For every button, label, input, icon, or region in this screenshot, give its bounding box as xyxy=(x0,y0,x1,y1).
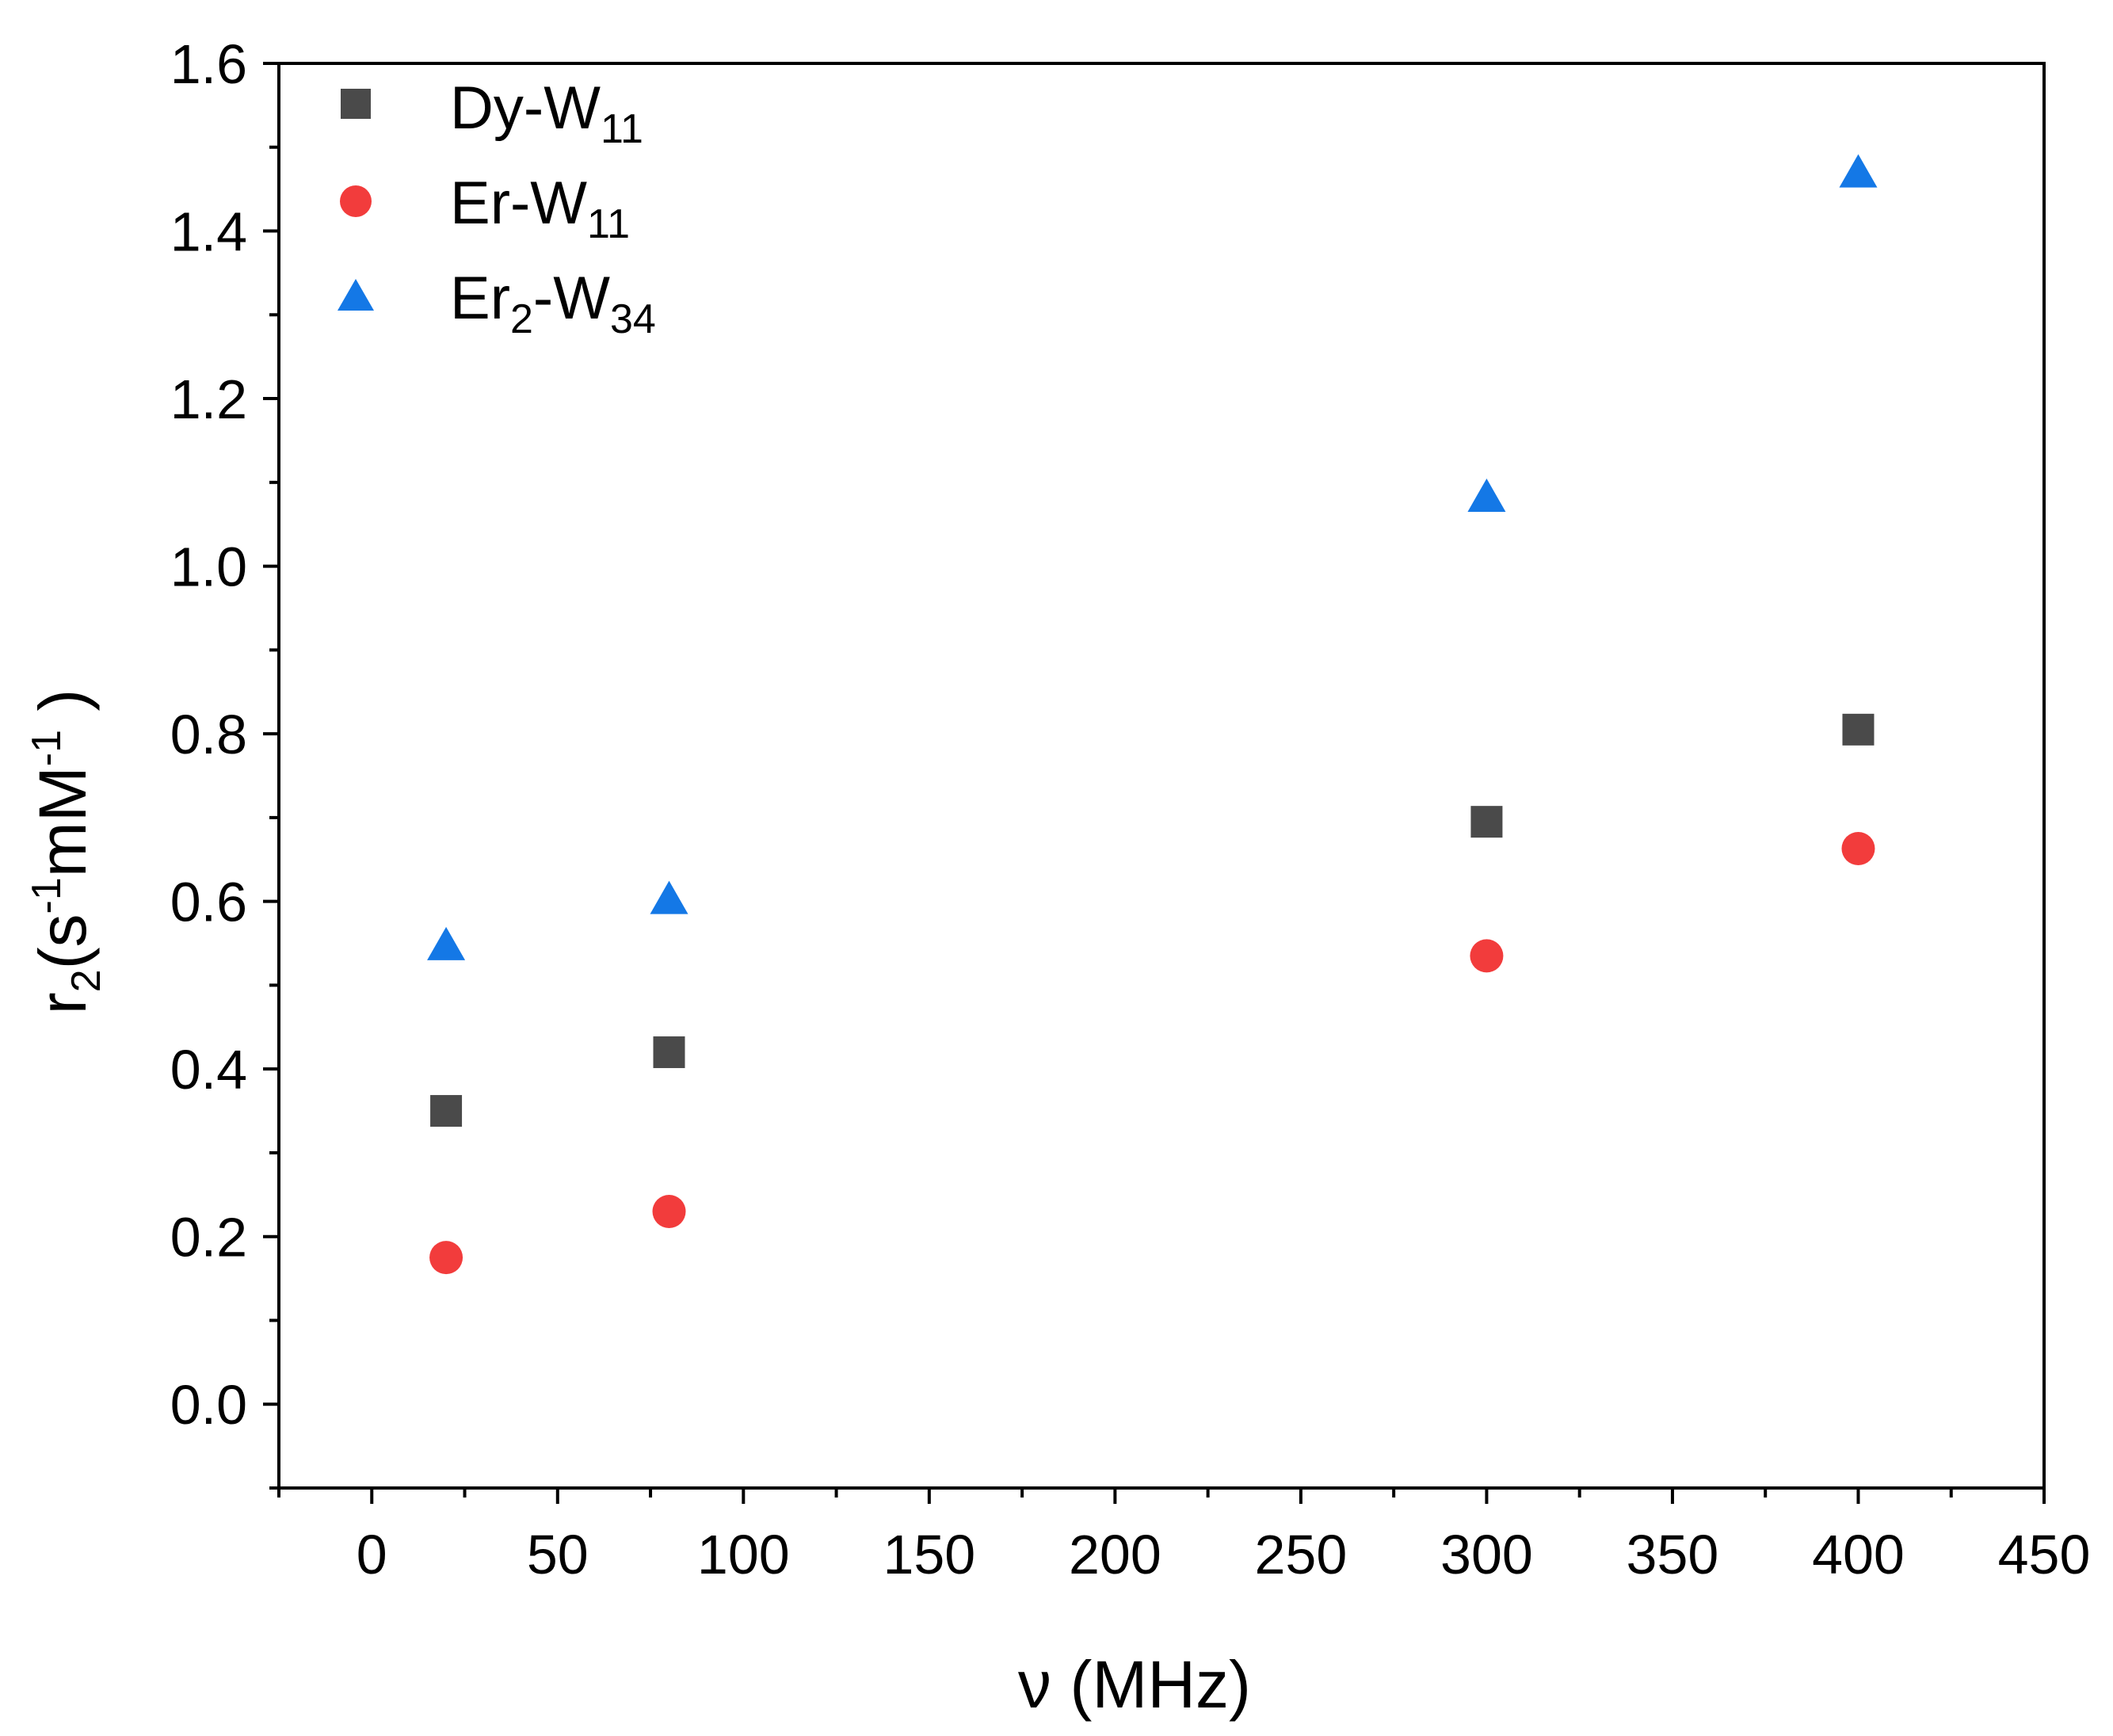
point-dy-w11 xyxy=(653,1036,685,1069)
point-er-w11 xyxy=(652,1194,686,1228)
x-tick-label: 250 xyxy=(1254,1524,1347,1585)
point-dy-w11 xyxy=(1470,806,1503,838)
y-axis-title-part-b: mM xyxy=(25,766,100,877)
plot-frame xyxy=(277,62,2046,1490)
y-tick-label: 0.0 xyxy=(170,1374,247,1436)
y-tick-label: 0.4 xyxy=(170,1039,247,1101)
y-tick-label: 1.0 xyxy=(170,536,247,598)
tick-labels: 0 50 100 150 200 250 300 350 400 450 0.0 0.2 0.4 0.6 0… xyxy=(170,33,2091,1585)
legend-label-dy-w11: Dy-W11 xyxy=(450,74,643,152)
point-er2-w34 xyxy=(650,880,688,914)
y-axis-title-sub: 2 xyxy=(63,969,109,992)
point-er-w11 xyxy=(429,1241,463,1275)
x-tick-label: 50 xyxy=(527,1524,589,1585)
x-tick-label: 150 xyxy=(883,1524,975,1585)
point-er2-w34 xyxy=(1467,478,1506,512)
point-dy-w11 xyxy=(1842,713,1875,746)
tick-marks xyxy=(263,62,2046,1504)
legend-label-er-w11: Er-W11 xyxy=(450,170,630,247)
y-tick-label: 1.2 xyxy=(170,368,247,430)
x-tick-label: 350 xyxy=(1627,1524,1719,1585)
y-tick-label: 1.4 xyxy=(170,201,247,263)
legend: Dy-W11 Er-W11 Er2-W34 xyxy=(338,74,656,342)
data-points xyxy=(427,154,1878,1275)
y-tick-label: 0.8 xyxy=(170,704,247,765)
point-er-w11 xyxy=(1841,832,1875,866)
y-tick-label: 0.6 xyxy=(170,872,247,933)
x-tick-label: 100 xyxy=(697,1524,790,1585)
point-er2-w34 xyxy=(427,926,466,960)
x-tick-label: 400 xyxy=(1812,1524,1905,1585)
x-tick-label: 0 xyxy=(357,1524,387,1585)
y-axis-title: r2(s-1mM-1 ) xyxy=(24,689,109,1015)
legend-marker-er2-w34 xyxy=(338,279,374,311)
y-axis-title-sup-b: -1 xyxy=(24,730,70,766)
x-tick-label: 300 xyxy=(1440,1524,1533,1585)
x-tick-label: 450 xyxy=(1998,1524,2091,1585)
y-axis-title-sup-a: -1 xyxy=(24,877,70,914)
x-tick-label: 200 xyxy=(1069,1524,1161,1585)
y-tick-label: 0.2 xyxy=(170,1207,247,1269)
point-er-w11 xyxy=(1470,939,1504,973)
point-dy-w11 xyxy=(430,1095,463,1127)
y-tick-label: 1.6 xyxy=(170,33,247,95)
legend-marker-dy-w11 xyxy=(341,89,371,119)
y-axis-title-base: r xyxy=(25,992,100,1014)
axes xyxy=(277,62,2046,1490)
point-er2-w34 xyxy=(1839,154,1878,188)
legend-marker-er-w11 xyxy=(340,185,372,217)
x-axis-title: ν (MHz) xyxy=(1018,1647,1251,1722)
y-axis-title-close: ) xyxy=(25,689,100,730)
legend-label-er2-w34: Er2-W34 xyxy=(450,265,656,342)
y-axis-title-part-a: (s xyxy=(25,914,100,969)
